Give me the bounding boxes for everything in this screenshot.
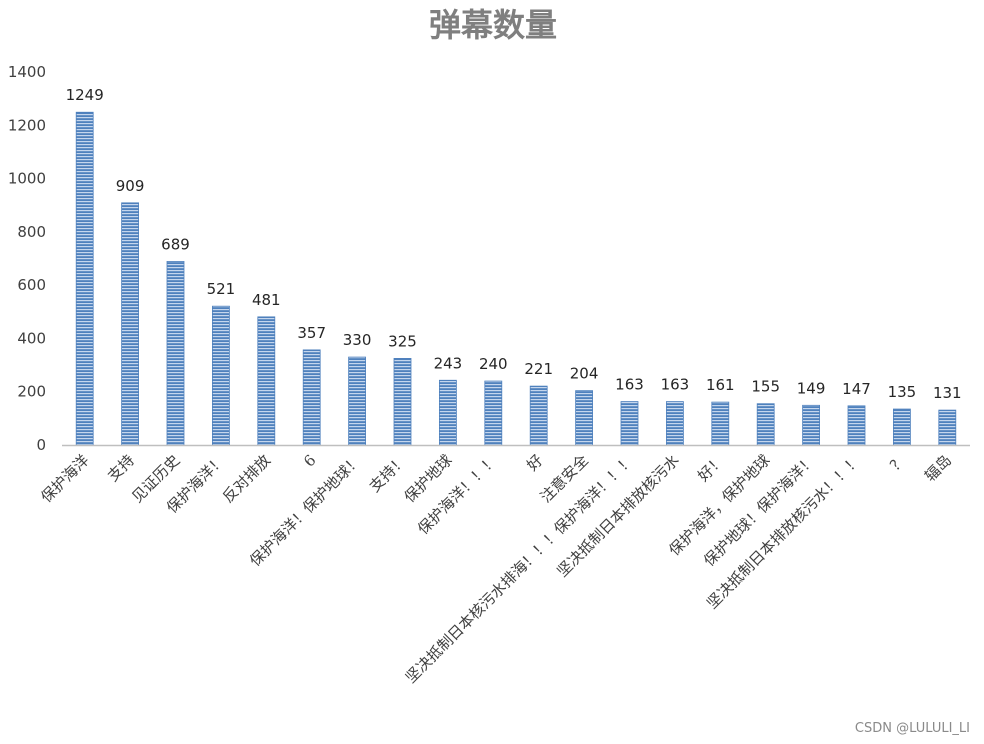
bar [802,404,820,446]
x-tick-label: 6 [300,451,319,470]
data-label: 221 [524,360,553,378]
chart-title: 弹幕数量 [429,6,557,44]
data-label: 243 [434,354,463,372]
bar [393,358,412,446]
bar [620,401,639,446]
x-tick-label: 好 [523,451,546,474]
y-tick-label: 400 [17,329,46,347]
y-tick-label: 800 [17,223,46,241]
data-label: 135 [888,383,917,401]
x-tick-label: ？ [886,451,909,474]
y-tick-label: 600 [17,276,46,294]
bar [484,380,503,446]
data-label: 155 [751,378,780,396]
data-label: 204 [570,365,599,383]
data-label: 131 [933,384,962,402]
data-labels: 1249 909 689 521 481 357 330 325 243 240 221 204 163… [66,86,962,402]
data-label: 330 [343,331,372,349]
data-label: 240 [479,355,508,373]
bar [121,202,139,446]
data-label: 357 [297,324,326,342]
data-label: 481 [252,291,281,309]
watermark: CSDN @LULULI_LI [854,721,970,736]
y-tick-label: 1000 [8,170,46,188]
y-tick-label: 0 [36,436,46,454]
x-tick-label: 辐岛 [921,451,955,485]
bar [756,403,775,446]
x-tick-label: 支持 [104,451,138,485]
x-tick-label: 保护海洋！！！ [414,451,501,538]
y-tick-label: 1200 [8,116,46,134]
data-label: 909 [116,177,145,195]
x-tick-label: 好！ [694,451,728,485]
bar [211,305,230,446]
x-tick-label: 保护海洋 [37,451,92,506]
data-label: 149 [797,379,826,397]
bar [438,379,457,446]
x-tick-label: 支持！ [366,451,411,496]
bar [847,405,866,446]
data-label: 521 [207,280,236,298]
data-label: 325 [388,332,417,350]
bar [348,356,367,446]
bar [75,111,94,446]
bar [575,390,593,446]
bar [302,349,321,446]
data-label: 147 [842,380,871,398]
bar [166,261,185,446]
bar [529,385,548,446]
bar [893,408,911,446]
y-tick-label: 1400 [8,63,46,81]
data-label: 163 [615,376,644,394]
bar [257,316,276,446]
x-tick-label: 坚决抵制日本核污水排海！！！保护海洋！！！ [402,451,637,686]
bar [938,409,957,446]
data-label: 689 [161,235,190,253]
y-axis: 0 200 400 600 800 1000 1200 1400 [8,63,46,454]
y-tick-label: 200 [17,383,46,401]
data-label: 1249 [66,86,104,104]
bar [666,401,684,446]
data-label: 161 [706,376,735,394]
x-tick-label: 反对排放 [219,451,274,506]
bars [75,111,957,446]
bar [711,401,730,446]
data-label: 163 [661,376,690,394]
